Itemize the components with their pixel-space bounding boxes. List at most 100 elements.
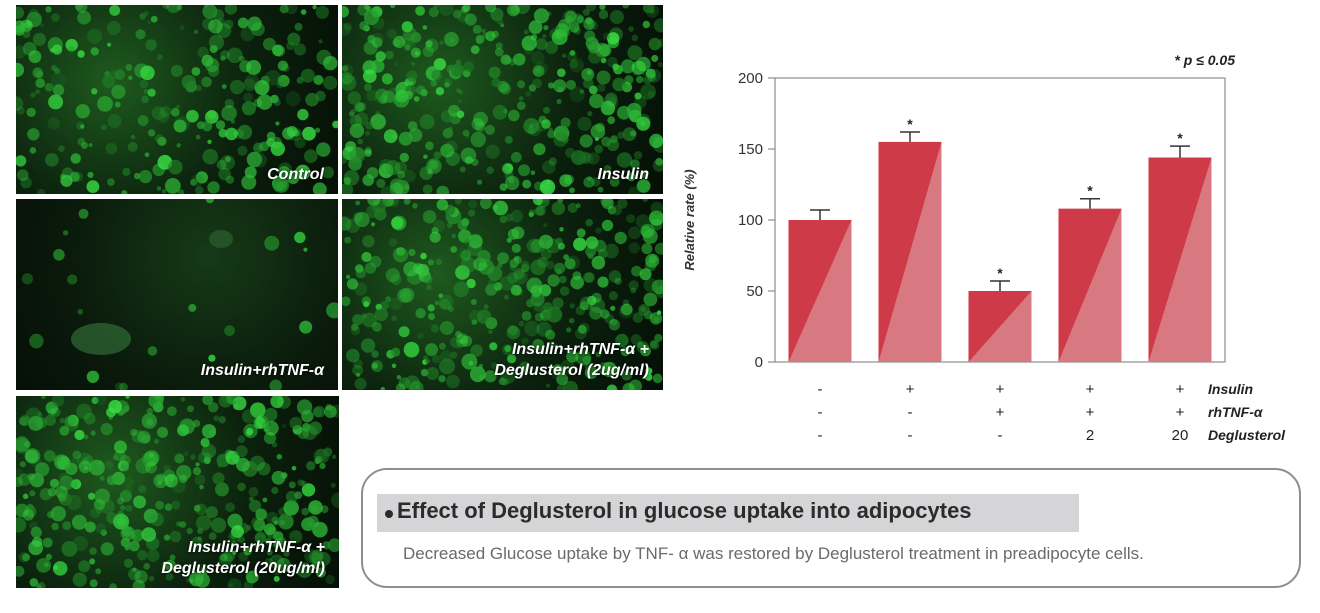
cell-spot [471,319,478,325]
cell-spot [325,574,335,585]
cell-spot [245,524,252,531]
cell-spot [488,329,493,334]
cell-spot [123,405,130,413]
y-axis-label: Relative rate (%) [682,169,697,270]
y-tick-label: 100 [738,212,763,229]
cell-spot [433,5,440,9]
cell-spot [44,414,56,426]
cell-spot [576,15,585,24]
cell-spot [557,68,566,77]
cell-spot [587,111,593,117]
cell-spot [59,173,66,180]
cell-spot [569,58,584,73]
cell-spot [44,82,54,92]
cell-spot [456,9,470,23]
cell-spot [332,120,338,129]
cell-spot [410,61,416,66]
cell-spot [653,18,663,33]
cell-spot [198,563,208,574]
cell-spot [330,482,336,488]
cell-spot [139,79,149,89]
cell-spot [367,199,381,207]
cell-spot [602,32,610,40]
bullet-icon [385,510,393,518]
cell-spot [571,150,587,166]
cell-spot [642,20,650,29]
cell-spot [395,383,406,390]
cell-spot [115,382,124,390]
cell-spot [229,582,234,588]
cell-spot [215,482,229,497]
cell-spot [45,553,52,560]
cell-spot [78,560,91,573]
cell-spot [75,104,90,119]
cell-spot [412,203,418,209]
cell-spot [354,211,370,228]
cell-spot [381,90,395,104]
cell-spot [29,490,36,497]
cell-spot [450,336,462,348]
cell-spot [633,151,643,160]
cell-spot [232,550,237,555]
cell-spot [455,331,462,338]
cell-spot [415,6,425,16]
cell-spot [111,84,126,99]
cell-spot [611,205,622,216]
micrograph-caption: Insulin+rhTNF-α [200,362,324,380]
cell-texture [16,5,338,194]
cell-spot [449,37,455,43]
cell-spot [201,444,217,459]
cell-spot [282,79,289,86]
cell-spot [507,228,519,240]
cell-spot [216,159,227,170]
cell-spot [609,176,620,187]
cell-spot [105,142,118,155]
cell-spot [176,143,181,148]
cell-spot [266,549,273,556]
cell-spot [508,109,520,122]
cell-spot [161,560,172,572]
cell-spot [617,131,625,139]
cell-spot [399,152,409,163]
cell-spot [177,424,189,437]
cell-spot [218,128,228,138]
cell-spot [617,199,628,209]
cell-spot [147,346,158,356]
cell-spot [413,263,424,274]
cell-spot [445,151,460,166]
cell-spot [530,292,545,307]
cell-spot [532,65,545,77]
cell-spot [581,68,595,81]
cell-spot [628,280,639,291]
cell-spot [357,138,364,145]
cell-spot [306,461,316,471]
cell-spot [157,481,162,486]
cell-spot [323,447,333,457]
cell-spot [577,324,587,334]
cell-spot [497,80,509,93]
cell-spot [236,457,250,472]
cell-spot [601,361,617,378]
cell-spot [237,536,245,544]
cell-spot [221,105,237,121]
cell-spot [364,130,371,136]
cell-spot [374,93,384,104]
cell-spot [179,465,191,478]
cell-spot [349,123,365,138]
cell-spot [397,288,412,303]
cell-spot [16,96,24,111]
cell-spot [654,242,663,255]
cell-spot [270,396,284,409]
cell-spot [630,349,635,354]
cell-spot [413,96,420,102]
cell-spot [496,17,504,25]
cell-spot [428,313,435,320]
cell-spot [464,156,473,165]
cell-spot [293,43,307,56]
cell-spot [51,396,65,407]
cell-spot [372,322,382,332]
cell-spot [342,183,354,194]
cell-spot [123,558,134,568]
cell-spot [308,500,323,515]
cell-spot [26,11,42,28]
